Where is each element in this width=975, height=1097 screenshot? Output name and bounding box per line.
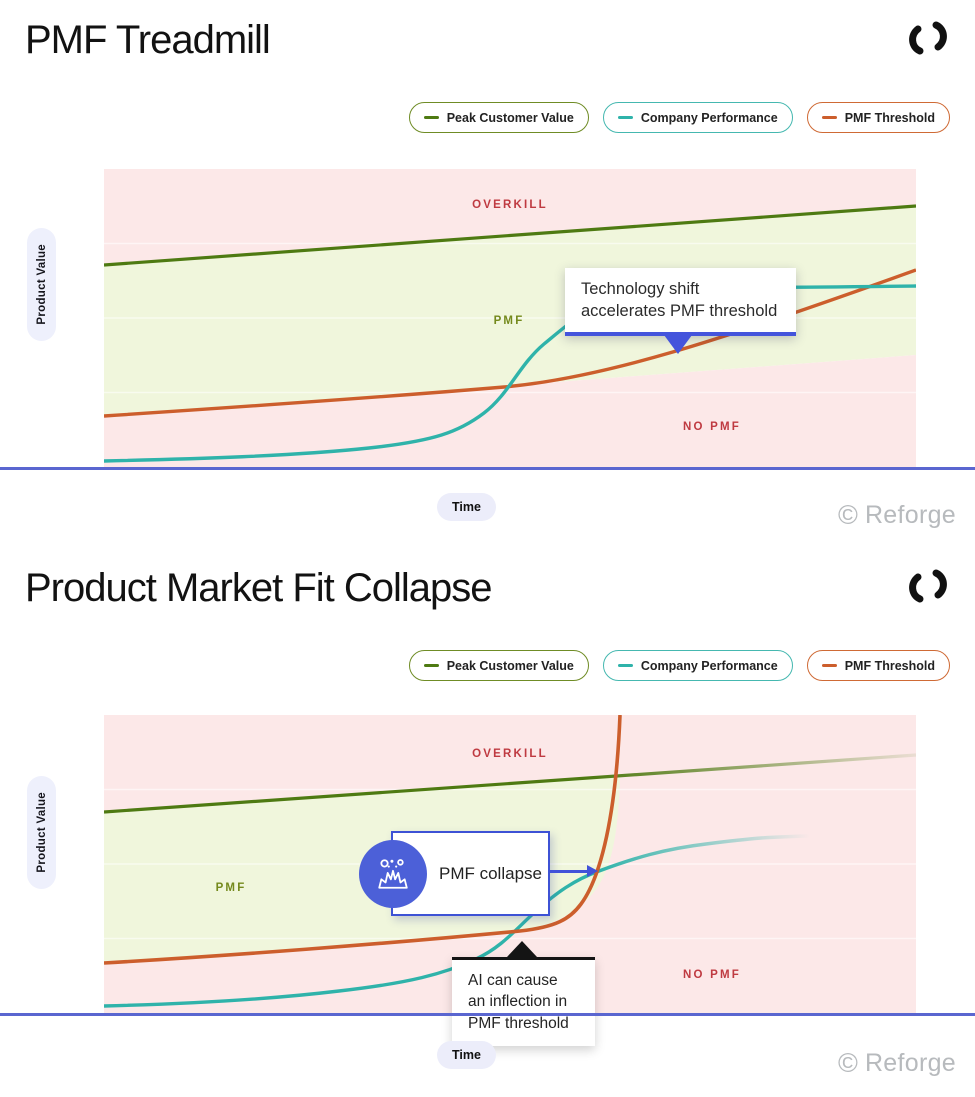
copyright: © Reforge <box>838 1049 956 1078</box>
annotation-ai-inflection: AI can cause an inflection in PMF thresh… <box>452 941 595 1047</box>
chart-pmf-treadmill: OVERKILL PMF NO PMF <box>104 169 916 467</box>
company-performance-line <box>104 834 811 1008</box>
zone-label-no-pmf: NO PMF <box>683 421 741 433</box>
legend-label: PMF Threshold <box>844 658 935 673</box>
annotation-line: Technology shift <box>581 280 700 298</box>
legend: Peak Customer Value Company Performance … <box>408 650 950 681</box>
zone-label-no-pmf: NO PMF <box>683 969 741 981</box>
section-pmf-collapse: Product Market Fit Collapse Peak Custome… <box>0 548 975 1097</box>
y-axis-label: Product Value <box>35 792 48 873</box>
collision-burst-icon <box>359 839 427 908</box>
annotation-technology-shift: Technology shift accelerates PMF thresho… <box>565 268 796 354</box>
peak-customer-value-line <box>104 753 916 814</box>
reforge-logo-icon <box>906 566 950 606</box>
legend-pill-pmf-threshold[interactable]: PMF Threshold <box>806 650 950 681</box>
line-swatch-icon <box>423 115 439 120</box>
legend: Peak Customer Value Company Performance … <box>408 102 950 133</box>
arrow-line <box>550 870 588 873</box>
line-swatch-icon <box>617 115 633 120</box>
annotation-line: an inflection in <box>468 993 568 1011</box>
reforge-logo-icon <box>906 18 950 58</box>
line-swatch-icon <box>423 663 439 668</box>
line-swatch-icon <box>821 663 837 668</box>
peak-customer-value-line <box>104 204 916 267</box>
zone-no-pmf <box>104 355 916 467</box>
zone-pmf <box>104 206 916 416</box>
zone-label-pmf: PMF <box>493 315 525 327</box>
legend-label: Peak Customer Value <box>446 110 574 125</box>
legend-pill-company-performance[interactable]: Company Performance <box>602 102 793 133</box>
annotation-pmf-collapse: PMF collapse <box>359 831 550 916</box>
y-axis-label-pill: Product Value <box>27 228 56 341</box>
y-axis-label-pill: Product Value <box>27 776 56 889</box>
legend-label: PMF Threshold <box>844 110 935 125</box>
copyright-icon: © <box>838 1048 858 1078</box>
pmf-threshold-line <box>104 715 622 965</box>
annotation-line: accelerates PMF threshold <box>581 301 778 320</box>
legend-pill-peak-customer-value[interactable]: Peak Customer Value <box>408 102 589 133</box>
copyright: © Reforge <box>838 501 956 530</box>
legend-pill-company-performance[interactable]: Company Performance <box>602 650 793 681</box>
zone-label-pmf: PMF <box>215 882 247 894</box>
zone-label-overkill: OVERKILL <box>472 748 548 760</box>
zone-overkill <box>104 169 916 265</box>
annotation-line: AI can cause <box>468 972 558 989</box>
x-axis-label: Time <box>452 1048 481 1062</box>
copyright-text: Reforge <box>864 1049 956 1077</box>
callout-pointer-down-icon <box>664 334 692 354</box>
legend-label: Company Performance <box>640 658 778 673</box>
x-axis-label: Time <box>452 500 481 514</box>
y-axis-label: Product Value <box>35 244 48 325</box>
copyright-icon: © <box>838 500 858 530</box>
annotation-line: PMF threshold <box>468 1014 569 1032</box>
legend-pill-peak-customer-value[interactable]: Peak Customer Value <box>408 650 589 681</box>
page-title: PMF Treadmill <box>25 18 271 62</box>
x-axis-line <box>0 1013 975 1016</box>
legend-label: Peak Customer Value <box>446 658 574 673</box>
section-pmf-treadmill: PMF Treadmill Peak Customer Value Compan… <box>0 0 975 548</box>
annotation-label: PMF collapse <box>439 863 542 883</box>
x-axis-label-pill: Time <box>437 1041 496 1069</box>
copyright-text: Reforge <box>864 501 956 529</box>
chart-canvas <box>104 169 916 467</box>
legend-label: Company Performance <box>640 110 778 125</box>
page-title: Product Market Fit Collapse <box>25 566 493 610</box>
x-axis-label-pill: Time <box>437 493 496 521</box>
callout-pointer-up-icon <box>507 941 537 957</box>
line-swatch-icon <box>821 115 837 120</box>
legend-pill-pmf-threshold[interactable]: PMF Threshold <box>806 102 950 133</box>
line-swatch-icon <box>617 663 633 668</box>
arrow-head-icon <box>587 865 598 877</box>
x-axis-line <box>0 467 975 470</box>
zone-label-overkill: OVERKILL <box>472 199 548 211</box>
